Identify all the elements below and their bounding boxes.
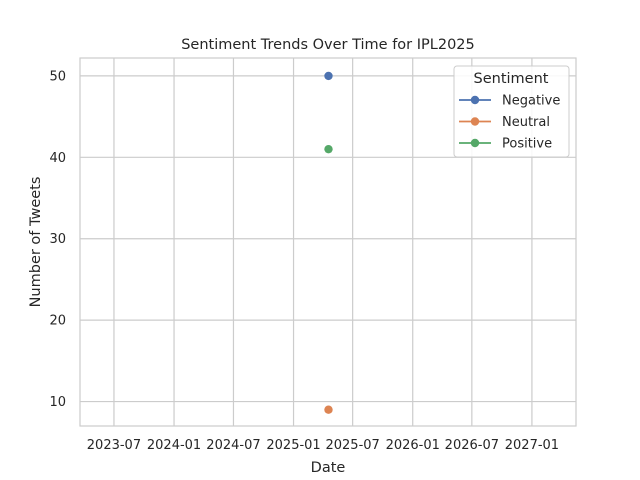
legend-box	[453, 65, 570, 158]
y-tick-label: 20	[49, 314, 66, 329]
x-tick-label: 2024-07	[206, 438, 260, 453]
x-tick-labels: 2023-07 2024-01 2024-07 2025-01 2025-07 2026-…	[87, 438, 559, 453]
legend-marker	[470, 95, 480, 105]
x-tick-label: 2026-07	[445, 438, 499, 453]
series-positive	[324, 144, 333, 154]
x-tick-label: 2023-07	[87, 438, 141, 453]
series-negative	[324, 71, 333, 81]
y-tick-label: 10	[49, 395, 66, 410]
x-tick-label: 2026-01	[386, 438, 440, 453]
chart-title: Sentiment Trends Over Time for IPL2025	[181, 37, 475, 53]
y-tick-label: 30	[49, 232, 66, 247]
data-point-negative	[324, 71, 333, 81]
y-tick-label: 40	[49, 151, 66, 166]
legend-marker	[470, 117, 480, 126]
x-tick-label: 2025-07	[325, 438, 379, 453]
x-tick-label: 2027-01	[505, 438, 559, 453]
legend-label: Neutral	[502, 115, 550, 130]
legend-marker	[470, 138, 480, 148]
legend-item-positive: Positive	[459, 137, 552, 152]
legend: Sentiment Negative Neutral Positive	[453, 65, 570, 158]
x-tick-label: 2025-01	[266, 438, 320, 453]
x-tick-label: 2024-01	[147, 438, 201, 453]
series-layer	[324, 71, 333, 414]
legend-label: Positive	[502, 137, 552, 152]
legend-item-negative: Negative	[459, 94, 560, 109]
x-axis-label: Date	[311, 460, 346, 476]
legend-label: Negative	[502, 94, 560, 109]
y-axis-label: Number of Tweets	[28, 177, 44, 308]
data-point-positive	[324, 144, 333, 154]
legend-title: Sentiment	[474, 71, 549, 87]
legend-entries: Negative Neutral Positive	[459, 94, 560, 152]
data-point-neutral	[324, 405, 333, 414]
plot-frame	[79, 57, 577, 427]
y-tick-label: 50	[49, 69, 66, 84]
legend-item-neutral: Neutral	[459, 115, 550, 130]
y-tick-labels: 10 20 30 40 50	[49, 69, 66, 410]
series-neutral	[324, 405, 333, 414]
